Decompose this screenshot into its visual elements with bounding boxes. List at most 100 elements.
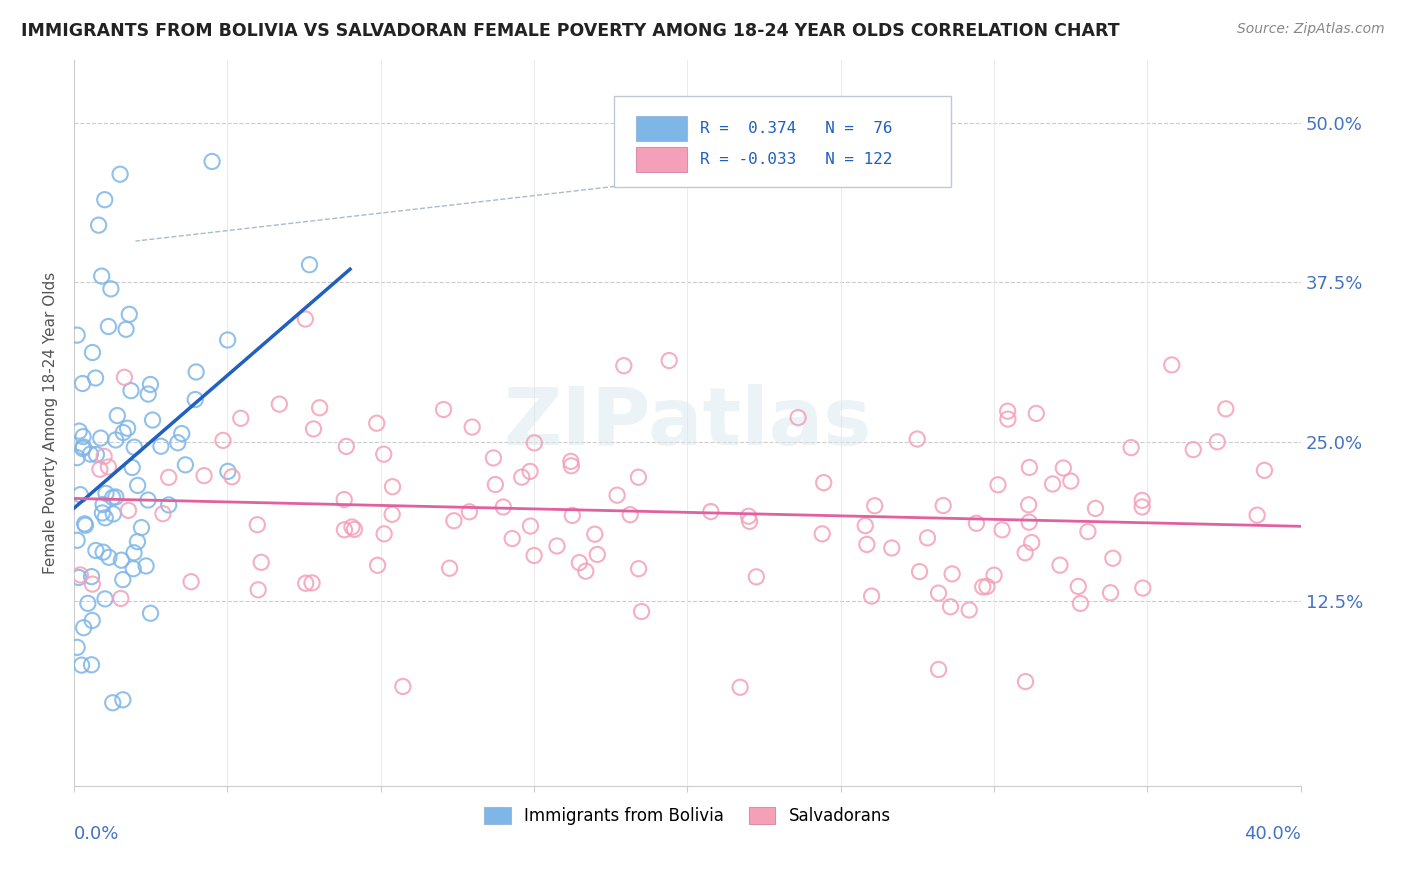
- Point: [583, 527, 606, 541]
- Point: [997, 404, 1019, 418]
- Point: [976, 579, 998, 593]
- Point: [439, 561, 461, 575]
- Point: [120, 384, 142, 398]
- Point: [1253, 463, 1275, 477]
- Point: [139, 607, 162, 621]
- Point: [658, 353, 681, 368]
- Point: [131, 520, 153, 534]
- Point: [136, 493, 159, 508]
- Point: [94, 591, 117, 606]
- Point: [458, 505, 481, 519]
- Text: IMMIGRANTS FROM BOLIVIA VS SALVADORAN FEMALE POVERTY AMONG 18-24 YEAR OLDS CORRE: IMMIGRANTS FROM BOLIVIA VS SALVADORAN FE…: [21, 22, 1119, 40]
- Point: [1160, 358, 1182, 372]
- Point: [586, 548, 609, 562]
- Legend: Immigrants from Bolivia, Salvadorans: Immigrants from Bolivia, Salvadorans: [477, 800, 897, 831]
- Point: [484, 477, 506, 491]
- Point: [110, 591, 132, 606]
- Point: [94, 486, 117, 500]
- Point: [82, 614, 104, 628]
- Point: [856, 537, 879, 551]
- Text: 0.0%: 0.0%: [75, 825, 120, 844]
- Point: [619, 508, 641, 522]
- Point: [250, 555, 273, 569]
- Point: [908, 565, 931, 579]
- Point: [86, 448, 108, 462]
- Point: [381, 480, 404, 494]
- Point: [1119, 441, 1142, 455]
- Point: [1206, 434, 1229, 449]
- Point: [519, 519, 541, 533]
- Point: [112, 370, 135, 384]
- Point: [69, 568, 91, 582]
- Point: [1049, 558, 1071, 573]
- Point: [1018, 460, 1040, 475]
- Point: [72, 442, 94, 456]
- Point: [122, 440, 145, 454]
- Point: [111, 693, 134, 707]
- Point: [957, 603, 980, 617]
- Point: [928, 663, 950, 677]
- Point: [1215, 401, 1237, 416]
- Point: [575, 564, 598, 578]
- Point: [811, 526, 834, 541]
- Point: [80, 657, 103, 672]
- Point: [73, 621, 96, 635]
- Point: [1018, 498, 1040, 512]
- Point: [1014, 674, 1036, 689]
- Point: [367, 558, 389, 573]
- Point: [392, 680, 415, 694]
- Point: [180, 574, 202, 589]
- Point: [247, 582, 270, 597]
- Point: [94, 510, 117, 524]
- Point: [606, 488, 628, 502]
- Point: [983, 568, 1005, 582]
- Point: [69, 488, 91, 502]
- Point: [987, 477, 1010, 491]
- Point: [73, 516, 96, 531]
- Point: [308, 401, 330, 415]
- Point: [174, 458, 197, 472]
- Point: [546, 539, 568, 553]
- Point: [1182, 442, 1205, 457]
- Point: [965, 516, 987, 531]
- Point: [492, 500, 515, 514]
- Point: [136, 387, 159, 401]
- Point: [373, 447, 395, 461]
- Point: [1102, 551, 1125, 566]
- Point: [139, 377, 162, 392]
- Point: [89, 462, 111, 476]
- Point: [135, 558, 157, 573]
- Point: [127, 534, 149, 549]
- Point: [94, 193, 117, 207]
- Point: [186, 365, 208, 379]
- Point: [561, 508, 583, 523]
- Point: [335, 439, 357, 453]
- Point: [101, 696, 124, 710]
- Point: [1042, 477, 1064, 491]
- Point: [340, 520, 363, 534]
- FancyBboxPatch shape: [614, 96, 950, 186]
- Point: [482, 450, 505, 465]
- Point: [104, 433, 127, 447]
- Point: [1130, 493, 1153, 508]
- Point: [72, 376, 94, 391]
- Point: [246, 517, 269, 532]
- Point: [93, 450, 115, 464]
- Point: [1099, 586, 1122, 600]
- Point: [72, 429, 94, 443]
- Point: [104, 490, 127, 504]
- Point: [91, 498, 114, 512]
- Point: [117, 421, 139, 435]
- Point: [738, 515, 761, 529]
- Point: [90, 269, 112, 284]
- Point: [141, 413, 163, 427]
- Point: [70, 658, 93, 673]
- Point: [105, 409, 128, 423]
- Y-axis label: Female Poverty Among 18-24 Year Olds: Female Poverty Among 18-24 Year Olds: [44, 271, 58, 574]
- Point: [294, 576, 316, 591]
- Point: [941, 566, 963, 581]
- Point: [1052, 461, 1074, 475]
- Point: [121, 460, 143, 475]
- Point: [813, 475, 835, 490]
- Point: [101, 491, 124, 505]
